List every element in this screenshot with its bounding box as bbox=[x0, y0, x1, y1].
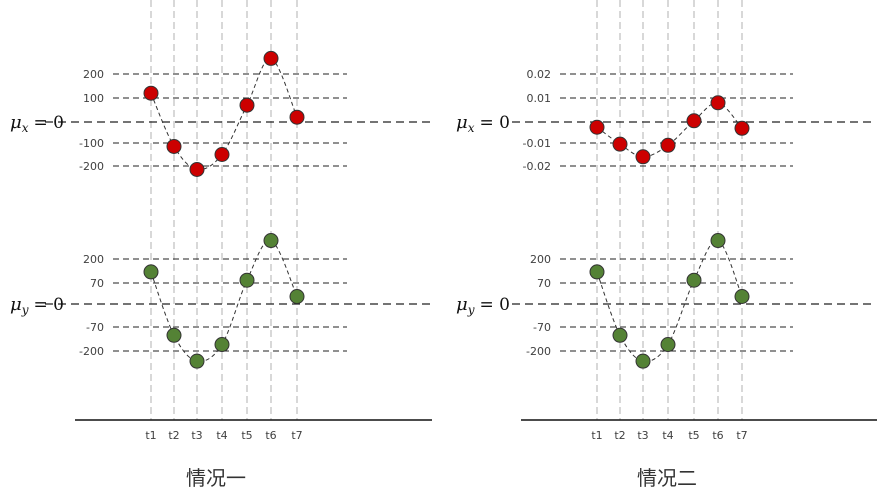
mu-y-plot: 200 70 -70 -200 μy = 0 bbox=[10, 233, 430, 369]
data-point-t7 bbox=[289, 289, 305, 304]
tick-label: 200 bbox=[83, 68, 104, 81]
data-point-t6 bbox=[263, 233, 279, 249]
data-point-t3 bbox=[635, 353, 651, 369]
time-label: t4 bbox=[662, 429, 673, 442]
mu-subscript: x bbox=[22, 121, 29, 135]
tick-label: -200 bbox=[79, 345, 104, 358]
time-label: t6 bbox=[712, 429, 723, 442]
tick-label: -0.01 bbox=[523, 137, 551, 150]
tick-label: -200 bbox=[526, 345, 551, 358]
mu-subscript: y bbox=[21, 303, 29, 317]
time-label: t2 bbox=[168, 429, 179, 442]
data-point-t5 bbox=[239, 97, 255, 113]
data-point-t2 bbox=[166, 327, 182, 343]
data-point-t7 bbox=[289, 109, 305, 125]
mu-symbol: μ bbox=[10, 112, 22, 133]
data-point-t3 bbox=[635, 149, 651, 165]
mu-y-label: μy = 0 bbox=[456, 294, 510, 317]
mu-x-plot: 200 100 -100 -200 μx = 0 bbox=[10, 50, 430, 177]
tick-label: -70 bbox=[533, 321, 551, 334]
mu-x-label: μx = 0 bbox=[456, 112, 510, 135]
tick-label: 100 bbox=[83, 92, 104, 105]
mu-subscript: y bbox=[467, 303, 475, 317]
mu-x-plot: 0.02 0.01 -0.01 -0.02 μx = 0 bbox=[456, 68, 876, 173]
data-point-t3 bbox=[189, 161, 205, 177]
data-point-t4 bbox=[214, 147, 230, 162]
mu-equals-zero: = 0 bbox=[479, 113, 509, 133]
mu-x-label: μx = 0 bbox=[10, 112, 64, 135]
data-point-t1 bbox=[589, 119, 605, 135]
data-point-t1 bbox=[589, 264, 605, 280]
mu-symbol: μ bbox=[456, 294, 468, 315]
data-point-t2 bbox=[166, 138, 182, 154]
data-point-t6 bbox=[263, 50, 279, 66]
data-point-t7 bbox=[734, 120, 750, 136]
mu-symbol: μ bbox=[10, 294, 22, 315]
tick-label: -100 bbox=[79, 137, 104, 150]
time-label: t7 bbox=[291, 429, 302, 442]
data-point-t2 bbox=[612, 136, 628, 152]
data-point-t1 bbox=[143, 264, 159, 280]
time-label: t6 bbox=[265, 429, 276, 442]
data-point-t5 bbox=[686, 113, 702, 129]
data-point-t5 bbox=[239, 272, 255, 288]
panel-caption: 情况二 bbox=[637, 466, 697, 490]
time-label: t7 bbox=[736, 429, 747, 442]
tick-label: -200 bbox=[79, 160, 104, 173]
data-point-t4 bbox=[660, 137, 676, 153]
mu-equals-zero: = 0 bbox=[33, 113, 63, 133]
mu-equals-zero: = 0 bbox=[33, 295, 63, 315]
data-point-t7 bbox=[734, 289, 750, 304]
time-label: t3 bbox=[191, 429, 202, 442]
tick-label: 200 bbox=[530, 253, 551, 266]
tick-label: -0.02 bbox=[523, 160, 551, 173]
mu-y-label: μy = 0 bbox=[10, 294, 64, 317]
tick-label: -70 bbox=[86, 321, 104, 334]
data-point-t6 bbox=[710, 233, 726, 249]
time-label: t5 bbox=[688, 429, 699, 442]
tick-label: 0.02 bbox=[527, 68, 552, 81]
data-point-t3 bbox=[189, 353, 205, 369]
data-point-t6 bbox=[710, 95, 726, 111]
data-point-t4 bbox=[660, 337, 676, 353]
time-label: t1 bbox=[145, 429, 156, 442]
time-label: t2 bbox=[614, 429, 625, 442]
time-label: t4 bbox=[216, 429, 227, 442]
data-point-t5 bbox=[686, 272, 702, 288]
mu-subscript: x bbox=[468, 121, 475, 135]
mu-symbol: μ bbox=[456, 112, 468, 133]
panel-caption: 情况一 bbox=[186, 466, 246, 490]
time-label: t3 bbox=[637, 429, 648, 442]
data-point-t1 bbox=[143, 85, 159, 101]
time-label: t5 bbox=[241, 429, 252, 442]
tick-label: 70 bbox=[537, 277, 551, 290]
mu-equals-zero: = 0 bbox=[479, 295, 509, 315]
time-label: t1 bbox=[591, 429, 602, 442]
data-point-t2 bbox=[612, 327, 628, 343]
tick-label: 0.01 bbox=[527, 92, 552, 105]
tick-label: 200 bbox=[83, 253, 104, 266]
mu-y-plot: 200 70 -70 -200 μy = 0 bbox=[456, 233, 876, 369]
data-point-t4 bbox=[214, 337, 230, 353]
tick-label: 70 bbox=[90, 277, 104, 290]
